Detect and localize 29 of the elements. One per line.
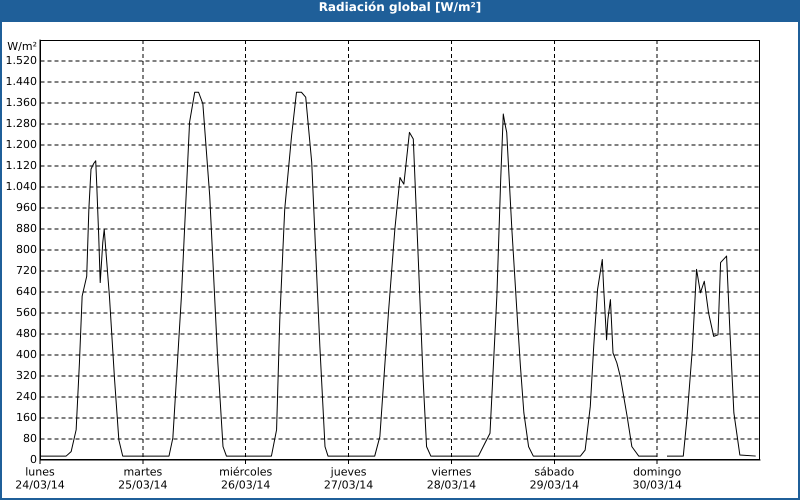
y-tick-label: 240 <box>16 390 37 403</box>
y-tick-label: 640 <box>16 284 37 298</box>
y-tick-label: 960 <box>16 200 37 214</box>
y-tick-label: 800 <box>16 242 37 256</box>
y-tick-label: 1.360 <box>6 96 37 109</box>
y-tick-label: 720 <box>16 264 37 277</box>
y-tick-label: 1.280 <box>6 116 37 130</box>
y-tick-label: 80 <box>23 432 37 445</box>
x-tick-label: lunes 24/03/14 <box>15 465 65 492</box>
y-tick-label: 560 <box>16 306 37 319</box>
y-tick-label: 0 <box>30 452 37 466</box>
x-tick-label: miércoles 26/03/14 <box>219 465 273 492</box>
y-tick-label: 400 <box>16 348 37 361</box>
y-tick-label: 1.440 <box>6 74 37 88</box>
chart-title: Radiación global [W/m²] <box>318 0 482 16</box>
y-tick-label: 1.040 <box>6 180 37 193</box>
x-tick-label: martes 25/03/14 <box>118 465 168 492</box>
x-tick-label: domingo 30/03/14 <box>632 465 682 492</box>
y-axis-title: W/m² <box>7 40 37 53</box>
x-tick-label: sábado 29/03/14 <box>530 465 579 492</box>
x-tick-label: jueves 27/03/14 <box>324 465 374 492</box>
y-tick-label: 320 <box>16 368 37 382</box>
y-tick-label: 160 <box>16 410 37 424</box>
y-tick-label: 480 <box>16 326 37 340</box>
y-tick-label: 1.120 <box>6 158 37 172</box>
y-tick-label: 1.200 <box>6 138 37 151</box>
x-tick-label: viernes 28/03/14 <box>426 465 476 492</box>
y-tick-label: 880 <box>16 222 37 235</box>
y-tick-label: 1.520 <box>6 54 37 67</box>
